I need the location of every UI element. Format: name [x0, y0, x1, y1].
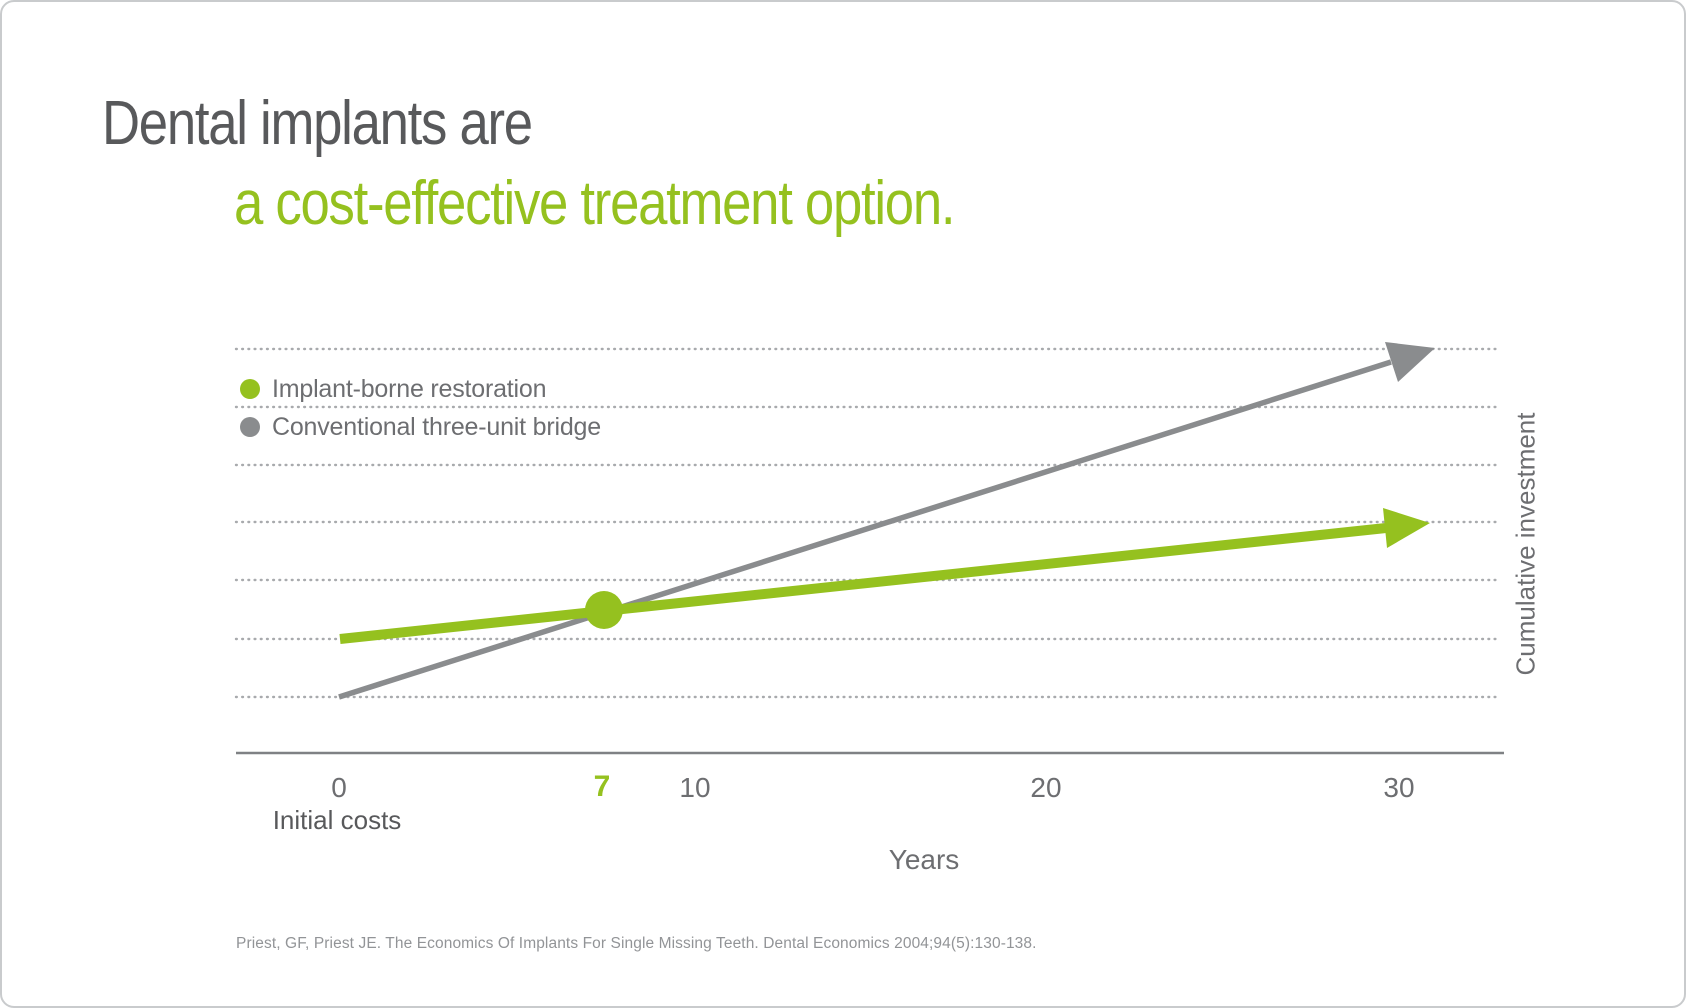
x-axis-title: Years: [888, 844, 960, 875]
bridge-series-line: [338, 359, 1392, 700]
page-title-line2: a cost-effective treatment option.: [234, 169, 956, 238]
legend-item-bridge: Conventional three-unit bridge: [240, 412, 601, 441]
x-tick-20: 20: [1030, 772, 1062, 803]
x-tick-7-highlighted: 7: [593, 770, 611, 803]
x-tick-30: 30: [1383, 772, 1415, 803]
bridge-arrowhead-icon: [1385, 342, 1435, 382]
legend-label: Implant-borne restoration: [272, 374, 547, 403]
legend-dot-gray-icon: [240, 417, 260, 437]
source-citation: Priest, GF, Priest JE. The Economics Of …: [236, 935, 1037, 952]
breakeven-dot: [585, 591, 623, 629]
y-axis-title: Cumulative investment: [1510, 412, 1541, 676]
initial-costs-label: Initial costs: [272, 805, 402, 835]
legend-item-implant: Implant-borne restoration: [240, 374, 547, 403]
page-title-line1: Dental implants are: [102, 89, 533, 158]
x-tick-0: 0: [331, 772, 347, 803]
legend-label: Conventional three-unit bridge: [272, 412, 601, 441]
x-tick-10: 10: [679, 772, 711, 803]
implant-arrowhead-icon: [1383, 508, 1430, 548]
implant-series-line: [339, 523, 1387, 644]
legend-dot-green-icon: [240, 379, 260, 399]
